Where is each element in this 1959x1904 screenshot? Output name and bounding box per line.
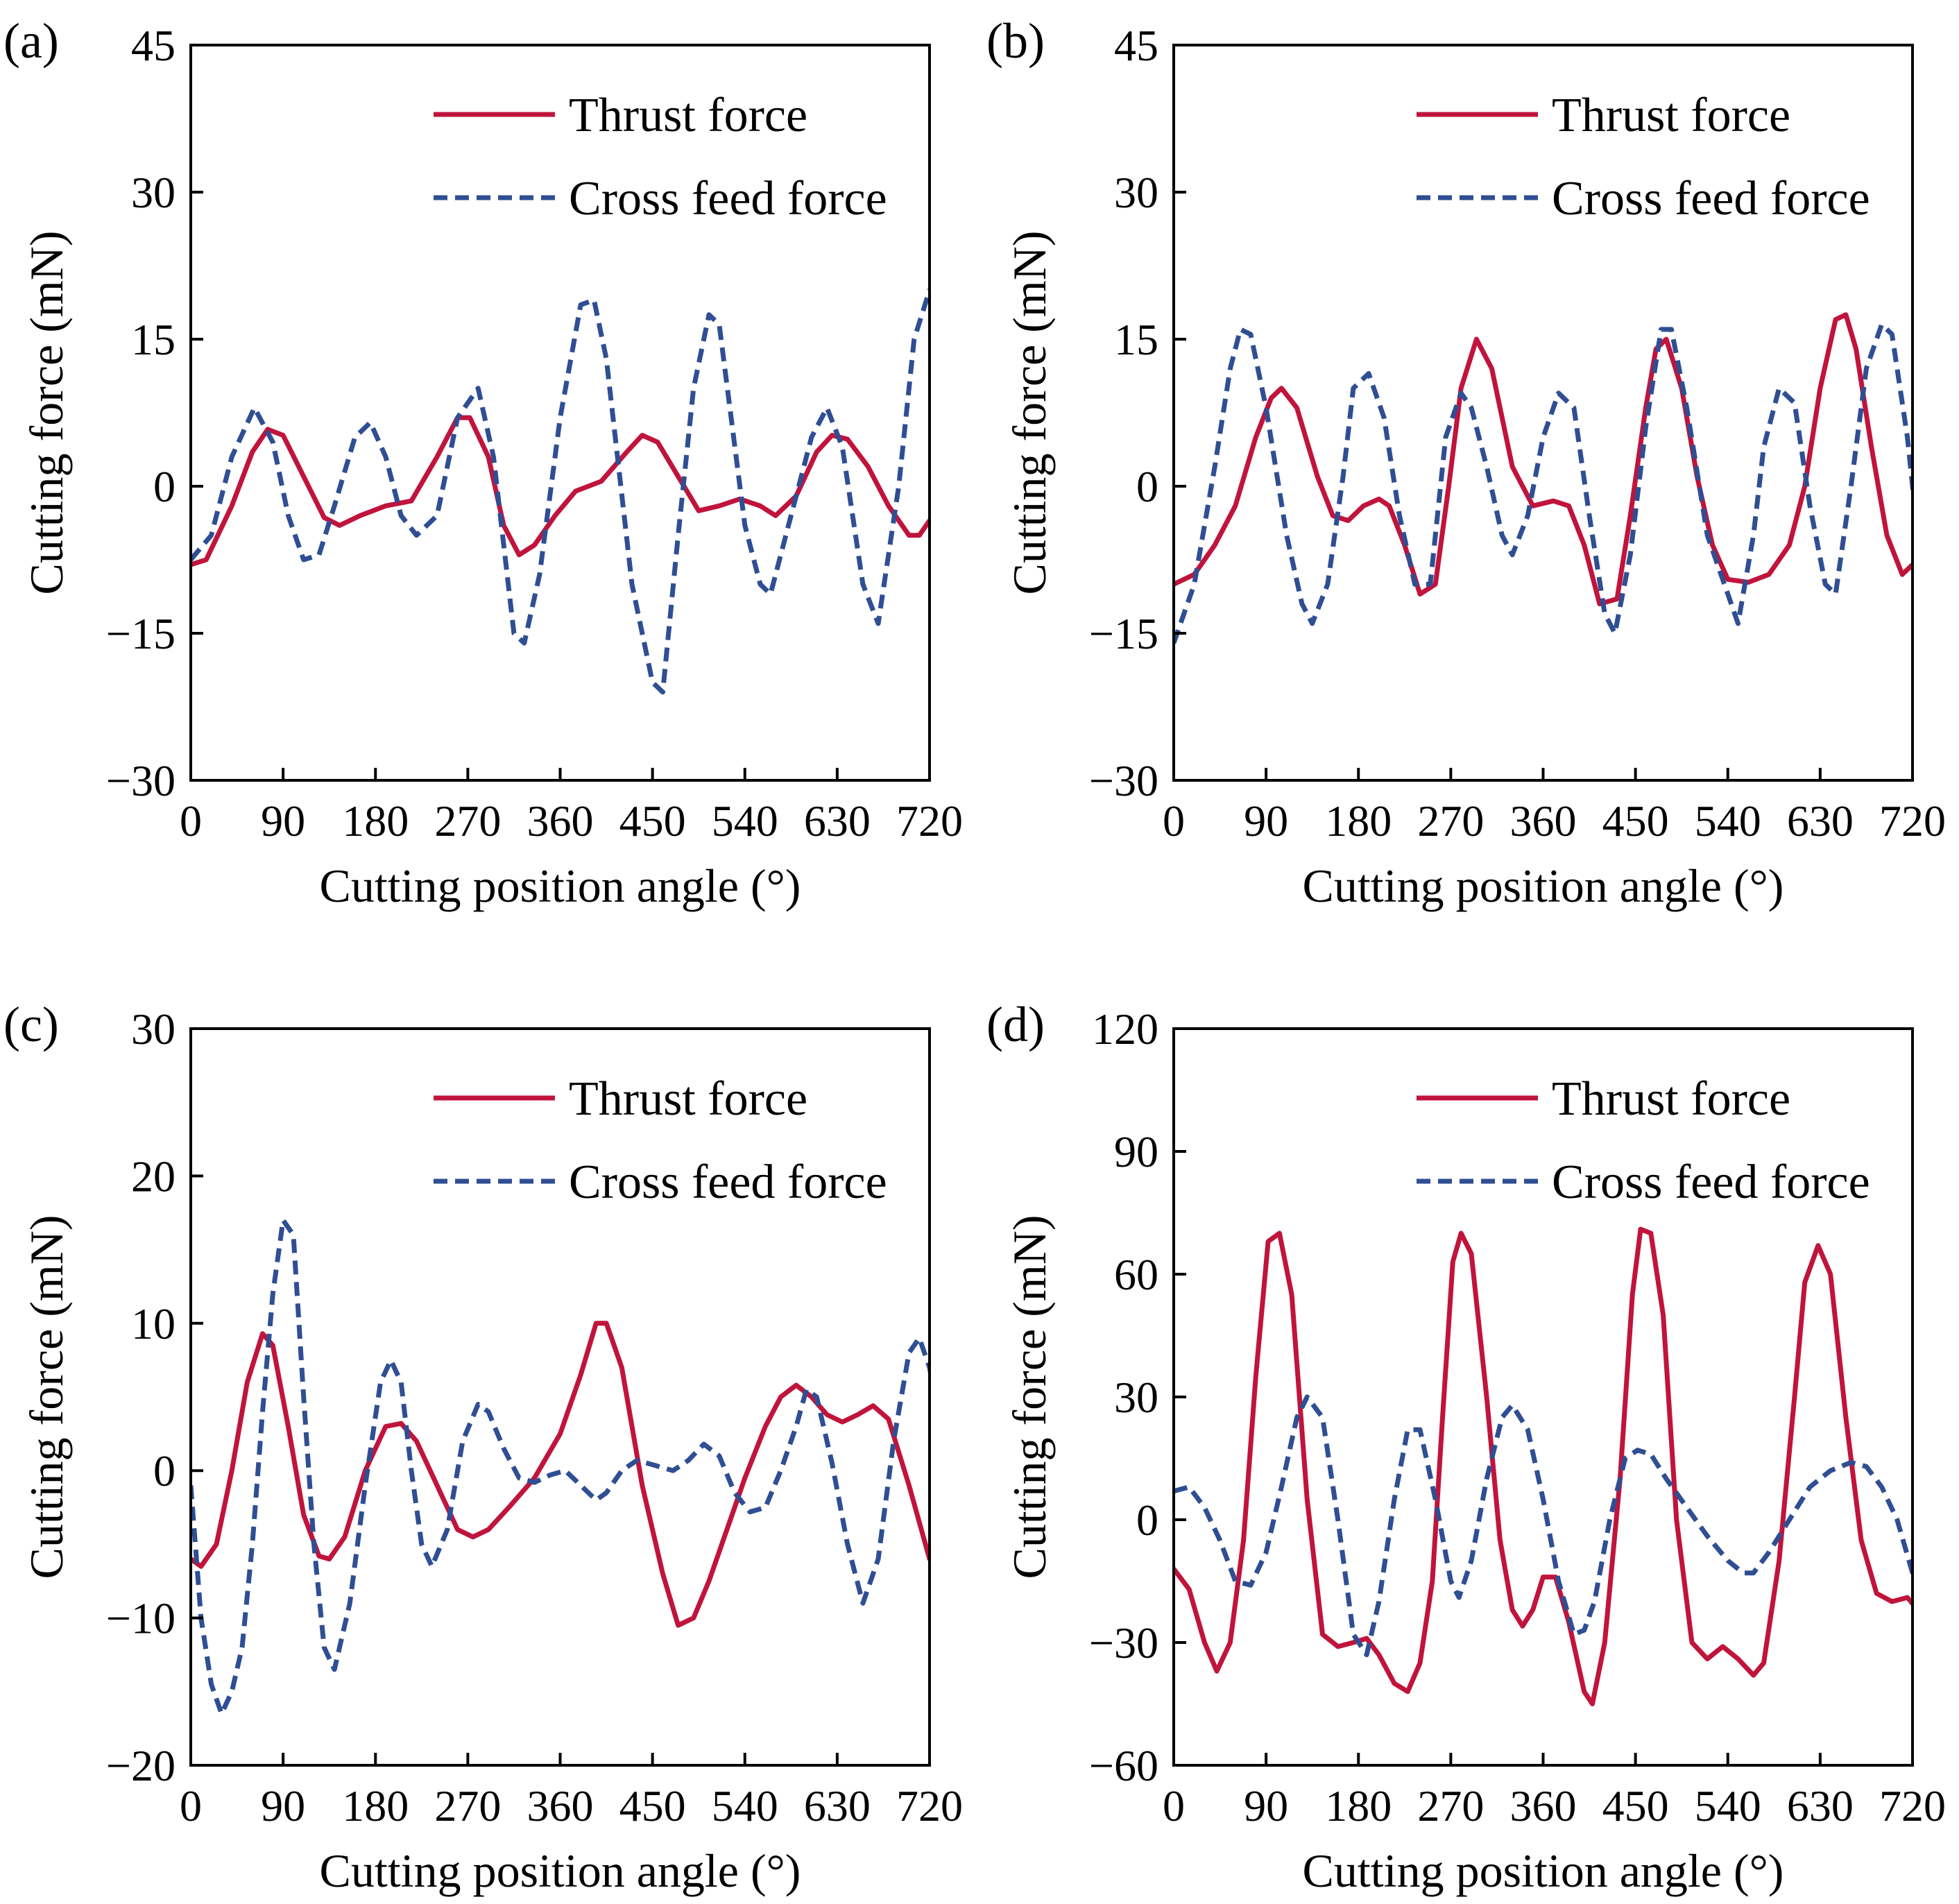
x-tick-label: 270: [434, 1781, 501, 1830]
y-tick-label: 30: [1114, 168, 1158, 217]
legend-label: Thrust force: [569, 89, 807, 142]
y-tick-label: −15: [106, 609, 176, 658]
y-tick-label: −15: [1089, 609, 1158, 658]
y-tick-label: −10: [106, 1594, 176, 1643]
y-tick-label: 0: [153, 462, 176, 511]
x-tick-label: 720: [896, 1781, 963, 1830]
y-tick-label: 120: [1092, 1004, 1158, 1054]
x-tick-label: 90: [261, 796, 305, 846]
y-tick-label: 15: [131, 315, 176, 364]
x-tick-label: 270: [1417, 1781, 1484, 1830]
x-tick-label: 180: [342, 1781, 409, 1830]
legend-label: Thrust force: [1552, 89, 1790, 142]
series-line-thrust-force: [191, 415, 930, 567]
legend: Thrust force Cross feed force: [434, 1072, 887, 1209]
x-tick-label: 630: [804, 796, 871, 846]
legend: Thrust force Cross feed force: [1417, 1072, 1870, 1209]
x-tick-label: 360: [1510, 796, 1577, 846]
y-tick-label: −20: [106, 1741, 176, 1790]
y-tick-label: −30: [1089, 756, 1158, 805]
legend-label: Cross feed force: [569, 1156, 887, 1209]
x-tick-label: 360: [527, 796, 594, 846]
y-tick-label: 90: [1114, 1127, 1158, 1176]
x-tick-label: 630: [1787, 796, 1854, 846]
x-tick-label: 630: [804, 1781, 871, 1830]
y-axis-title: Cutting force (mN): [20, 1215, 73, 1579]
x-axis-title: Cutting position angle (°): [320, 1844, 801, 1897]
x-tick-label: 450: [619, 796, 686, 846]
x-tick-label: 450: [1602, 796, 1669, 846]
series-line-cross-feed-force: [1174, 1394, 1913, 1658]
x-tick-label: 0: [180, 1781, 202, 1830]
y-tick-label: 30: [131, 1004, 176, 1054]
y-axis-title: Cutting force (mN): [20, 231, 73, 595]
x-tick-label: 720: [896, 796, 963, 846]
y-tick-label: 0: [153, 1446, 176, 1495]
x-tick-label: 180: [342, 796, 409, 846]
plot-frame: [1172, 1027, 1914, 1767]
x-tick-label: 0: [180, 796, 202, 846]
x-tick-label: 540: [712, 1781, 778, 1830]
legend: Thrust force Cross feed force: [1417, 89, 1870, 225]
x-tick-label: 360: [527, 1781, 594, 1830]
x-tick-label: 540: [1695, 1781, 1761, 1830]
chart-panel-2: 0 90 180 270 360 450 540 630 720 −30 −15 0 15 30 45 Cut…: [986, 13, 1946, 912]
y-tick-label: 60: [1114, 1250, 1158, 1299]
y-tick-label: 45: [1114, 21, 1158, 70]
y-tick-label: −30: [106, 756, 176, 805]
y-tick-label: −60: [1089, 1741, 1158, 1790]
legend-label: Thrust force: [569, 1072, 807, 1126]
x-tick-label: 270: [1417, 796, 1484, 846]
legend-label: Cross feed force: [1552, 1156, 1870, 1209]
x-tick-label: 180: [1325, 1781, 1392, 1830]
y-axis-title: Cutting force (mN): [1003, 231, 1056, 595]
y-tick-label: 30: [131, 168, 176, 217]
panel-label: (c): [3, 997, 59, 1052]
plot-frame: [1172, 44, 1914, 782]
y-tick-label: 20: [131, 1151, 176, 1201]
chart-panel-4: 0 90 180 270 360 450 540 630 720 −60 −30 0 30 60 90 120…: [986, 997, 1946, 1897]
y-tick-label: 10: [131, 1299, 176, 1348]
x-tick-label: 90: [1244, 796, 1288, 846]
x-tick-label: 0: [1163, 1781, 1185, 1830]
x-tick-label: 540: [1695, 796, 1761, 846]
series-line-cross-feed-force: [191, 1217, 930, 1717]
series-line-thrust-force: [1174, 1226, 1913, 1706]
panel-label: (a): [3, 13, 59, 69]
x-tick-label: 90: [261, 1781, 305, 1830]
x-tick-label: 270: [434, 796, 501, 846]
x-axis-title: Cutting position angle (°): [1303, 1844, 1784, 1897]
y-tick-label: 45: [131, 21, 176, 70]
series-line-thrust-force: [1174, 312, 1913, 607]
x-tick-label: 360: [1510, 1781, 1577, 1830]
x-axis-title: Cutting position angle (°): [320, 859, 801, 912]
y-tick-label: 15: [1114, 315, 1158, 364]
x-axis-title: Cutting position angle (°): [1303, 859, 1784, 912]
chart-panel-1: 0 90 180 270 360 450 540 630 720 −30 −15 0 15 30 45 Cut…: [3, 13, 963, 912]
y-tick-label: 0: [1136, 462, 1158, 511]
x-tick-label: 540: [712, 796, 778, 846]
y-axis-title: Cutting force (mN): [1003, 1215, 1056, 1579]
y-tick-label: −30: [1089, 1618, 1158, 1667]
x-tick-label: 180: [1325, 796, 1392, 846]
x-tick-label: 450: [619, 1781, 686, 1830]
legend: Thrust force Cross feed force: [434, 89, 887, 225]
x-tick-label: 450: [1602, 1781, 1669, 1830]
legend-label: Cross feed force: [1552, 172, 1870, 225]
x-tick-label: 0: [1163, 796, 1185, 846]
y-tick-label: 30: [1114, 1373, 1158, 1422]
chart-panel-3: 0 90 180 270 360 450 540 630 720 −20 −10 0 10 20 30 Cut…: [3, 997, 963, 1897]
x-tick-label: 90: [1244, 1781, 1288, 1830]
panel-label: (b): [986, 13, 1045, 69]
x-tick-label: 630: [1787, 1781, 1854, 1830]
panel-label: (d): [986, 997, 1045, 1052]
x-tick-label: 720: [1879, 796, 1946, 846]
y-tick-label: 0: [1136, 1495, 1158, 1545]
legend-label: Cross feed force: [569, 172, 887, 225]
legend-label: Thrust force: [1552, 1072, 1790, 1126]
series-line-cross-feed-force: [1174, 322, 1913, 644]
x-tick-label: 720: [1879, 1781, 1946, 1830]
